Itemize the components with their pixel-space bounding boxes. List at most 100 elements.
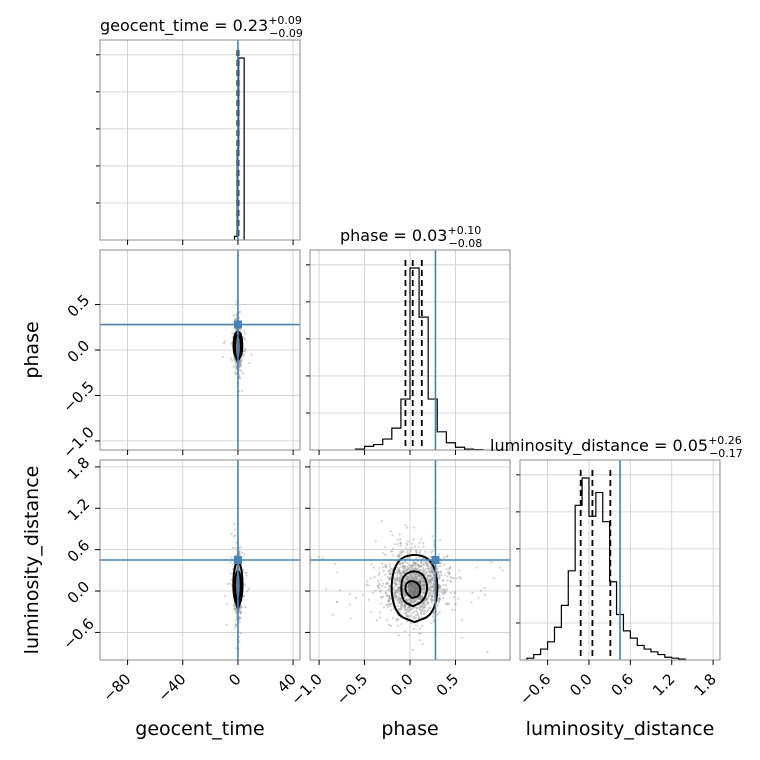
sample-point <box>406 568 409 571</box>
sample-point <box>409 602 412 605</box>
x-axis-label-geocent_time: geocent_time <box>135 718 264 740</box>
sample-point <box>239 607 242 610</box>
hist-panel-phase <box>306 249 511 455</box>
sample-point <box>423 581 426 584</box>
sample-point <box>325 588 328 591</box>
sample-point <box>405 542 408 545</box>
sample-point <box>439 571 443 574</box>
sample-point <box>404 560 407 563</box>
sample-point <box>396 543 399 546</box>
sample-point <box>427 582 430 585</box>
sample-point <box>234 619 237 622</box>
sample-point <box>240 363 243 366</box>
x-tick-label: −40 <box>154 670 189 705</box>
sample-point <box>238 621 241 624</box>
sample-point <box>233 535 236 538</box>
sample-point <box>430 579 433 582</box>
sample-point <box>384 565 387 568</box>
sample-point <box>394 590 397 594</box>
sample-point <box>409 577 413 580</box>
sample-point <box>224 594 227 597</box>
sample-point <box>441 592 444 596</box>
sample-point <box>422 584 425 588</box>
sample-point <box>396 573 399 577</box>
sample-point <box>427 565 430 568</box>
sample-point <box>418 596 421 599</box>
sample-point <box>427 564 430 568</box>
sample-point <box>407 578 410 581</box>
truth-point <box>233 320 242 329</box>
sample-point <box>412 601 415 605</box>
sample-point <box>428 607 431 610</box>
title-phase: phase = 0.03+0.10 −0.08 <box>340 224 482 250</box>
sample-point <box>426 577 429 580</box>
sample-point <box>431 594 434 597</box>
sample-point <box>419 597 422 600</box>
sample-point <box>404 594 407 597</box>
sample-point <box>396 570 399 574</box>
sample-point <box>403 594 406 598</box>
sample-point <box>410 573 413 576</box>
contour-line <box>234 570 242 607</box>
sample-point <box>451 608 454 611</box>
sample-point <box>419 598 422 601</box>
sample-point <box>389 530 392 533</box>
sample-point <box>238 361 241 364</box>
sample-point <box>439 570 442 574</box>
sample-point <box>354 597 357 600</box>
sample-point <box>407 567 410 570</box>
sample-point <box>439 539 442 542</box>
y-tick-label: 1.2 <box>64 495 94 525</box>
sample-point <box>409 599 412 603</box>
x-tick-label: 0 <box>225 670 244 689</box>
sample-point <box>442 556 445 560</box>
sample-point <box>403 593 406 597</box>
sample-point <box>431 578 434 581</box>
sample-point <box>426 598 429 602</box>
sample-point <box>400 607 403 610</box>
sample-point <box>430 588 433 591</box>
sample-point <box>396 571 399 574</box>
sample-point <box>394 585 397 588</box>
sample-point <box>239 359 242 363</box>
sample-point <box>431 535 434 538</box>
contour-line <box>400 570 429 608</box>
sample-point <box>431 550 434 553</box>
sample-point <box>244 606 247 609</box>
sample-point <box>416 613 419 616</box>
sample-point <box>396 619 399 622</box>
sample-point <box>416 606 419 610</box>
sample-point <box>402 565 405 568</box>
sample-point <box>421 577 424 580</box>
sample-point <box>402 591 405 594</box>
sample-point <box>240 612 243 615</box>
sample-point <box>424 597 428 600</box>
sample-point <box>396 599 399 602</box>
sample-point <box>422 583 425 587</box>
sample-point <box>425 561 428 564</box>
sample-point <box>438 597 442 600</box>
sample-point <box>493 577 496 580</box>
sample-point <box>399 542 402 545</box>
sample-point <box>415 551 418 554</box>
sample-point <box>483 593 486 596</box>
sample-point <box>392 617 395 620</box>
sample-point <box>400 603 403 606</box>
sample-point <box>394 594 398 597</box>
sample-point <box>234 364 237 368</box>
sample-point <box>233 357 236 360</box>
sample-point <box>429 586 433 589</box>
sample-point <box>433 612 436 615</box>
sample-point <box>377 573 380 577</box>
sample-point <box>438 576 441 580</box>
sample-point <box>454 602 457 605</box>
x-tick-label: 1.8 <box>690 670 720 700</box>
sample-point <box>382 582 385 586</box>
sample-point <box>234 607 238 610</box>
sample-point <box>416 578 420 581</box>
sample-point <box>384 573 387 576</box>
sample-point <box>238 552 241 555</box>
sample-point <box>422 584 425 588</box>
sample-point <box>238 553 241 556</box>
sample-point <box>457 597 460 600</box>
